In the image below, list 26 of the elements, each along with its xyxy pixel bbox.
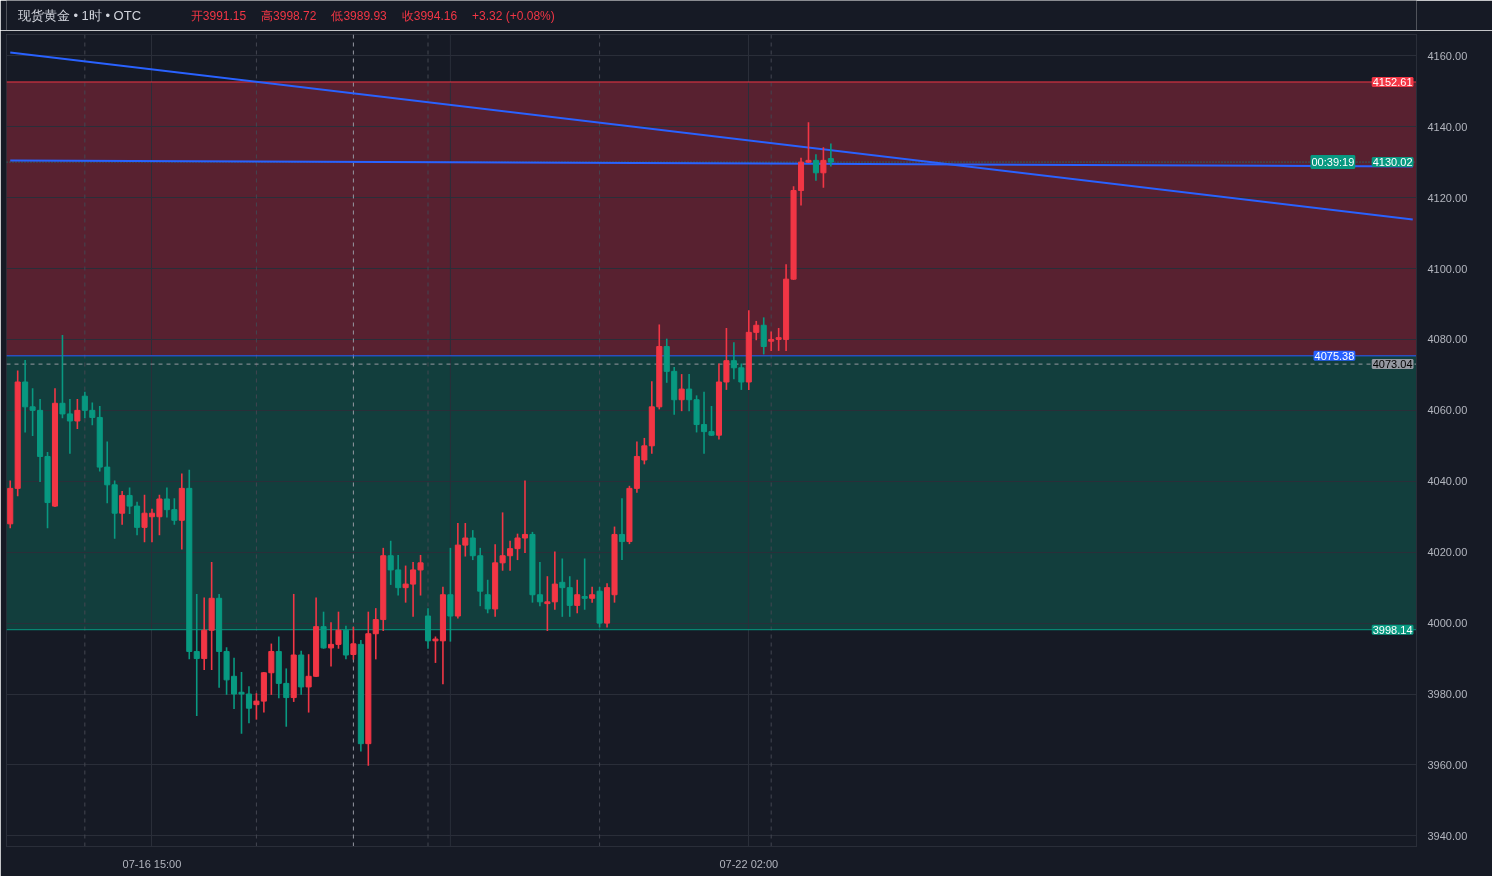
y-tick-label: 4120.00 [1427,191,1468,204]
x-tick-label: 07-22 02:00 [719,857,779,870]
y-tick-label: 4020.00 [1427,546,1468,559]
text: 收3994.16 [401,8,458,23]
y-tick-label: 4140.00 [1427,120,1468,133]
ref-line-label: 4152.61 [1372,75,1413,88]
text: +3.32 (+0.08%) [472,8,555,23]
y-tick-label: 4080.00 [1427,333,1468,346]
x-tick-label: 07-16 15:00 [122,857,182,870]
text: 高3998.72 [261,8,317,23]
ref-line-label: 4073.04 [1372,358,1413,371]
y-tick-label: 3940.00 [1427,829,1468,842]
text: 开3991.15 [190,8,247,23]
y-tick-label: 4160.00 [1427,49,1468,62]
ref-line-label: 4075.38 [1314,349,1355,362]
ref-line-label: 3998.14 [1372,623,1413,636]
y-tick-label: 3960.00 [1427,758,1468,771]
chart-title: 现货黄金 • 1时 • OTC [17,8,142,23]
ref-line-label: 4130.02 [1372,156,1413,169]
annotation: 00:39:19 [1311,156,1355,169]
y-tick-label: 4000.00 [1427,617,1468,630]
text: 低3989.93 [331,8,388,23]
y-tick-label: 4060.00 [1427,404,1468,417]
y-tick-label: 3980.00 [1427,688,1468,701]
y-tick-label: 4100.00 [1427,262,1468,275]
y-tick-label: 4040.00 [1427,475,1468,488]
